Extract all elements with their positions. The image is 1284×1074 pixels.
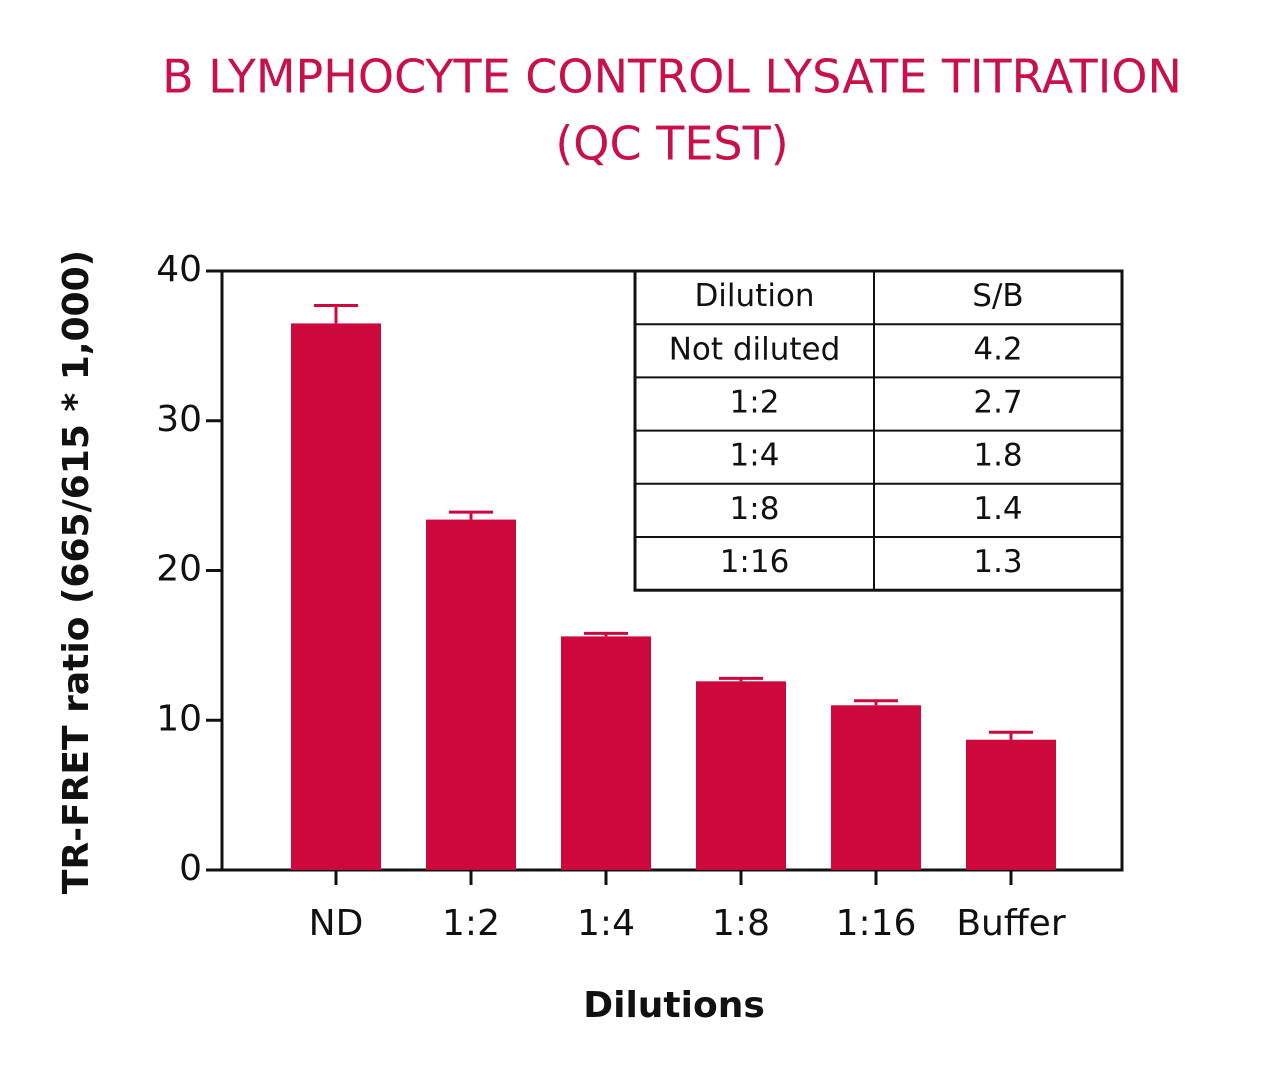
error-bar [719,676,763,682]
x-tick-label: 1:16 [836,903,917,944]
x-tick-label: 1:4 [577,903,635,944]
table-cell: 1:16 [720,544,790,580]
error-bar [314,303,358,324]
table-cell: 1:2 [730,385,780,421]
table-cell: 2.7 [973,385,1022,421]
table-cell: Not diluted [669,331,841,367]
table-header: Dilution [694,278,814,314]
table-cell: 1.4 [973,491,1022,527]
error-bar [449,510,493,520]
table-cell: 1:8 [730,491,780,527]
error-bar [854,699,898,706]
table-header: S/B [972,278,1023,314]
table-cell: 1.3 [973,544,1022,580]
bar [696,681,786,870]
x-tick-label: 1:8 [712,903,770,944]
x-axis-label: Dilutions [583,985,765,1026]
chart-title: (QC TEST) [555,117,788,171]
error-bar [584,631,628,637]
x-tick-label: Buffer [956,903,1065,944]
y-tick-label: 0 [179,848,202,889]
y-tick-label: 10 [156,698,202,739]
bar [291,323,381,871]
table-cell: 4.2 [973,331,1022,367]
bar [561,636,651,870]
chart-title: B LYMPHOCYTE CONTROL LYSATE TITRATION [162,50,1182,104]
y-tick-label: 20 [156,549,202,590]
y-axis-label: TR-FRET ratio (665/615 * 1,000) [56,250,97,894]
x-tick-label: 1:2 [442,903,500,944]
y-tick-label: 40 [156,249,202,290]
table-cell: 1.8 [973,438,1022,474]
error-bar [989,730,1033,740]
bar [966,739,1056,870]
bar [831,705,921,870]
table-cell: 1:4 [730,438,780,474]
bar [426,519,516,870]
x-tick-label: ND [309,903,364,944]
y-tick-label: 30 [156,399,202,440]
